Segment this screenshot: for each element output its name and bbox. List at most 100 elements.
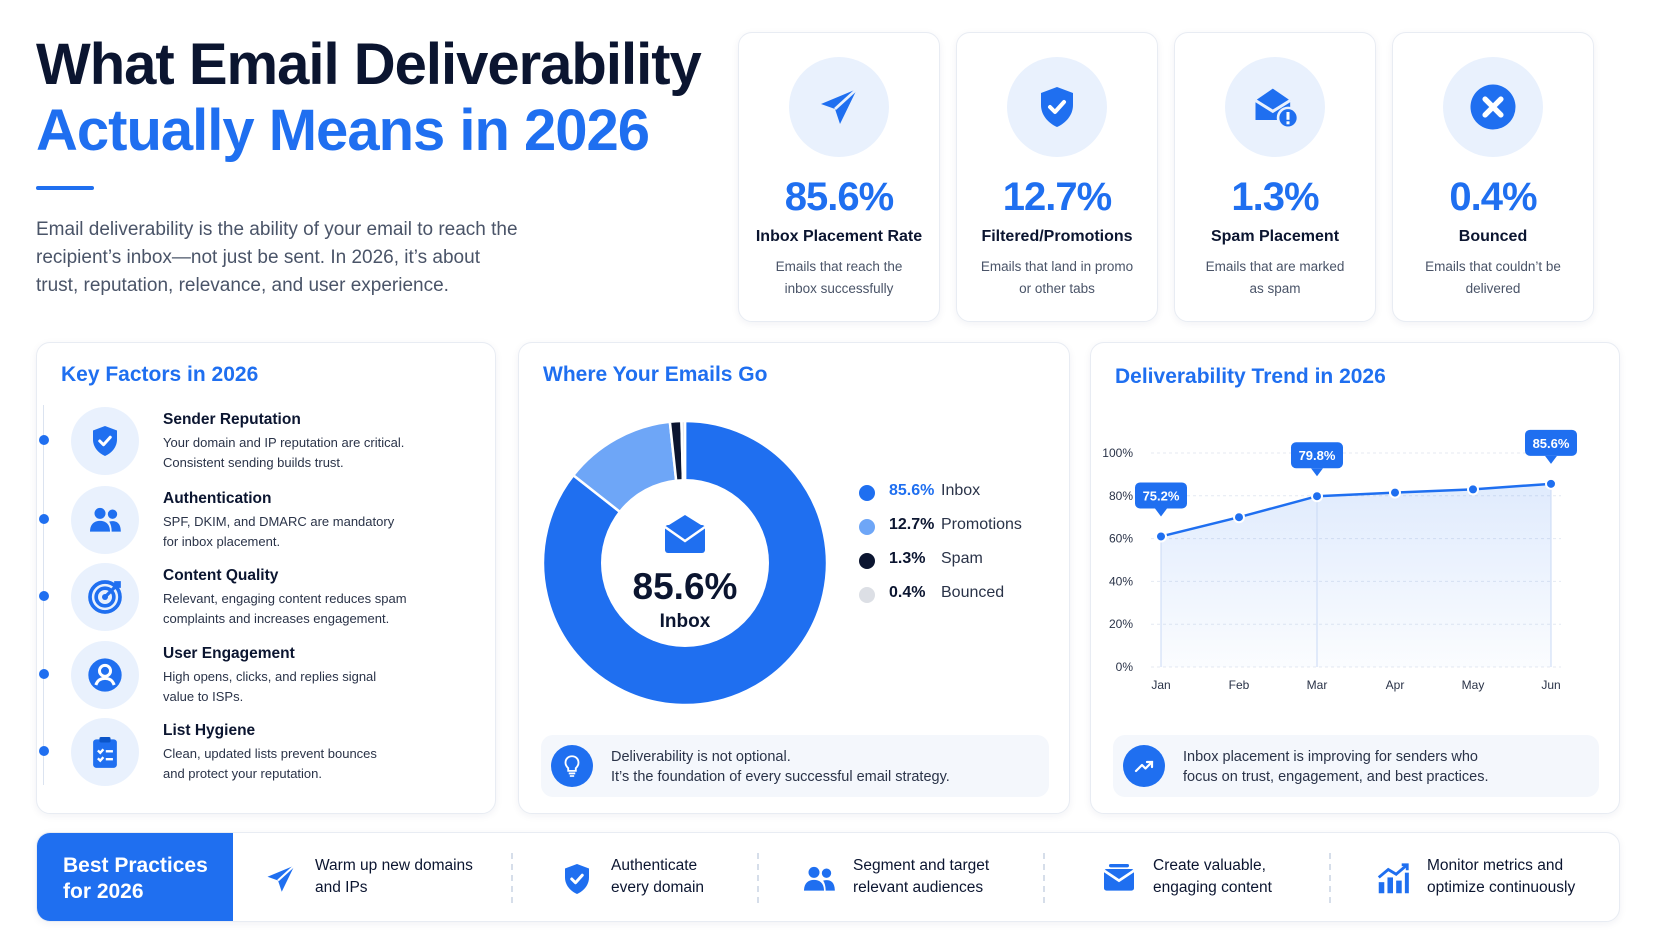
factor-desc: Clean, updated lists prevent bounces and … [163, 746, 377, 781]
legend-swatch [859, 587, 875, 603]
stat-value: 0.4% [1449, 175, 1537, 219]
shield-check-icon [71, 407, 139, 475]
users-icon [797, 857, 841, 901]
factor-name: List Hygiene [163, 722, 256, 739]
stat-card-bounced: 0.4% Bounced Emails that couldn’t be deli… [1392, 32, 1594, 322]
divider [511, 853, 513, 903]
divider [1329, 853, 1331, 903]
key-factors-title: Key Factors in 2026 [61, 363, 259, 386]
mail-icon [1097, 857, 1141, 901]
x-tick-label: May [1462, 678, 1485, 692]
users-icon [71, 486, 139, 554]
y-tick-label: 60% [1109, 532, 1133, 546]
intro-line-1: Email deliverability is the ability of y… [36, 219, 518, 240]
factor-name: Sender Reputation [163, 411, 301, 428]
y-tick-label: 0% [1116, 660, 1134, 674]
stat-value: 85.6% [784, 175, 894, 219]
title-line-2: Actually Means in 2026 [36, 98, 650, 163]
trend-card: Deliverability Trend in 2026 0% 20% 40% 60%… [1090, 342, 1620, 814]
donut-title: Where Your Emails Go [543, 363, 768, 386]
target-icon [71, 563, 139, 631]
best-practice-text: Create valuable, engaging content [1153, 857, 1272, 896]
factor-list: Sender Reputation Your domain and IP rep… [37, 405, 497, 805]
stat-label: Bounced [1458, 228, 1528, 245]
best-practices-label: Best Practices for 2026 [37, 833, 233, 921]
divider [1043, 853, 1045, 903]
trending-up-icon [1123, 745, 1165, 787]
callout-label: 75.2% [1135, 482, 1187, 517]
user-icon [71, 641, 139, 709]
stat-card-spam: 1.3% Spam Placement Emails that are mark… [1174, 32, 1376, 322]
stat-desc: Emails that couldn’t be delivered [1425, 259, 1561, 296]
timeline-dot [39, 591, 49, 601]
timeline-dot [39, 669, 49, 679]
stat-desc: Emails that land in promo or other tabs [980, 259, 1134, 296]
factor-desc: SPF, DKIM, and DMARC are mandatory for in… [163, 514, 395, 549]
callout-label: 79.8% [1291, 442, 1343, 477]
factor-desc: Relevant, engaging content reduces spam c… [163, 591, 407, 626]
legend-label: Inbox [941, 482, 981, 499]
stat-desc: Emails that are marked as spam [1205, 259, 1345, 296]
intro-line-3: trust, reputation, relevance, and user e… [36, 275, 449, 296]
trend-point [1389, 486, 1401, 499]
donut-chart: 85.6% Inbox [541, 419, 829, 707]
stat-card-promotions: 12.7% Filtered/Promotions Emails that la… [956, 32, 1158, 322]
factor-desc: High opens, clicks, and replies signal va… [163, 669, 377, 704]
x-tick-label: Feb [1229, 678, 1250, 692]
paper-plane-icon [789, 57, 889, 157]
donut-card: Where Your Emails Go 85.6% Inbox 85.6% I… [518, 342, 1070, 814]
stat-label: Spam Placement [1210, 228, 1340, 245]
intro-line-2: recipient’s inbox—not just be sent. In 2… [36, 247, 480, 268]
stat-desc: Emails that reach the inbox successfully [775, 259, 903, 296]
y-tick-label: 40% [1109, 574, 1133, 588]
timeline-dot [39, 435, 49, 445]
timeline-dot [39, 746, 49, 756]
donut-hole [601, 479, 769, 647]
trend-chart: 0% 20% 40% 60% 80% 100% Jan Feb Mar Apr May Jun 75.2… [1102, 429, 1577, 692]
trend-point [1467, 483, 1479, 496]
donut-center-value: 85.6% [633, 566, 738, 607]
intro-text: Email deliverability is the ability of y… [36, 216, 576, 300]
factor-desc: Your domain and IP reputation are critic… [163, 435, 405, 470]
factor-item: User Engagement High opens, clicks, and … [37, 639, 497, 711]
y-tick-label: 20% [1109, 617, 1133, 631]
factor-name: Content Quality [163, 567, 279, 584]
legend-value: 12.7% [889, 516, 935, 533]
key-factors-card: Key Factors in 2026 Sender Reputation Yo… [36, 342, 496, 814]
legend-value: 1.3% [889, 550, 926, 567]
mail-icon [664, 515, 706, 553]
trend-line [1160, 482, 1552, 538]
legend-value: 0.4% [889, 584, 926, 601]
svg-text:75.2%: 75.2% [1143, 488, 1180, 503]
legend-swatch [859, 553, 875, 569]
x-tick-label: Jan [1151, 678, 1170, 692]
donut-note-text: Deliverability is not optional. It’s the … [611, 749, 950, 785]
best-practice-text: Segment and target relevant audiences [853, 857, 990, 896]
legend-swatch [859, 519, 875, 535]
divider [757, 853, 759, 903]
trend-point [1311, 490, 1323, 503]
x-tick-label: Apr [1386, 678, 1405, 692]
factor-name: User Engagement [163, 645, 295, 662]
x-tick-label: Jun [1541, 678, 1560, 692]
stat-card-inbox: 85.6% Inbox Placement Rate Emails that r… [738, 32, 940, 322]
factor-item: List Hygiene Clean, updated lists preven… [37, 716, 497, 788]
trend-area [1161, 483, 1551, 667]
y-tick-label: 100% [1102, 446, 1133, 460]
trend-point [1233, 511, 1245, 524]
legend-label: Spam [941, 550, 983, 567]
trend-note-text: Inbox placement is improving for senders… [1183, 749, 1489, 785]
shield-check-icon [1007, 57, 1107, 157]
stat-value: 1.3% [1231, 175, 1319, 219]
factor-item: Authentication SPF, DKIM, and DMARC are … [37, 484, 497, 556]
timeline-dot [39, 514, 49, 524]
lightbulb-icon [551, 745, 593, 787]
best-practices-bar: Best Practices for 2026 Warm up new domai… [36, 832, 1620, 922]
trend-note: Inbox placement is improving for senders… [1113, 735, 1599, 797]
svg-text:85.6%: 85.6% [1533, 436, 1570, 451]
svg-text:79.8%: 79.8% [1299, 448, 1336, 463]
donut-note: Deliverability is not optional. It’s the … [541, 735, 1049, 797]
donut-slice-bounced [680, 419, 687, 483]
factor-name: Authentication [163, 490, 272, 507]
legend-value: 85.6% [889, 482, 935, 499]
